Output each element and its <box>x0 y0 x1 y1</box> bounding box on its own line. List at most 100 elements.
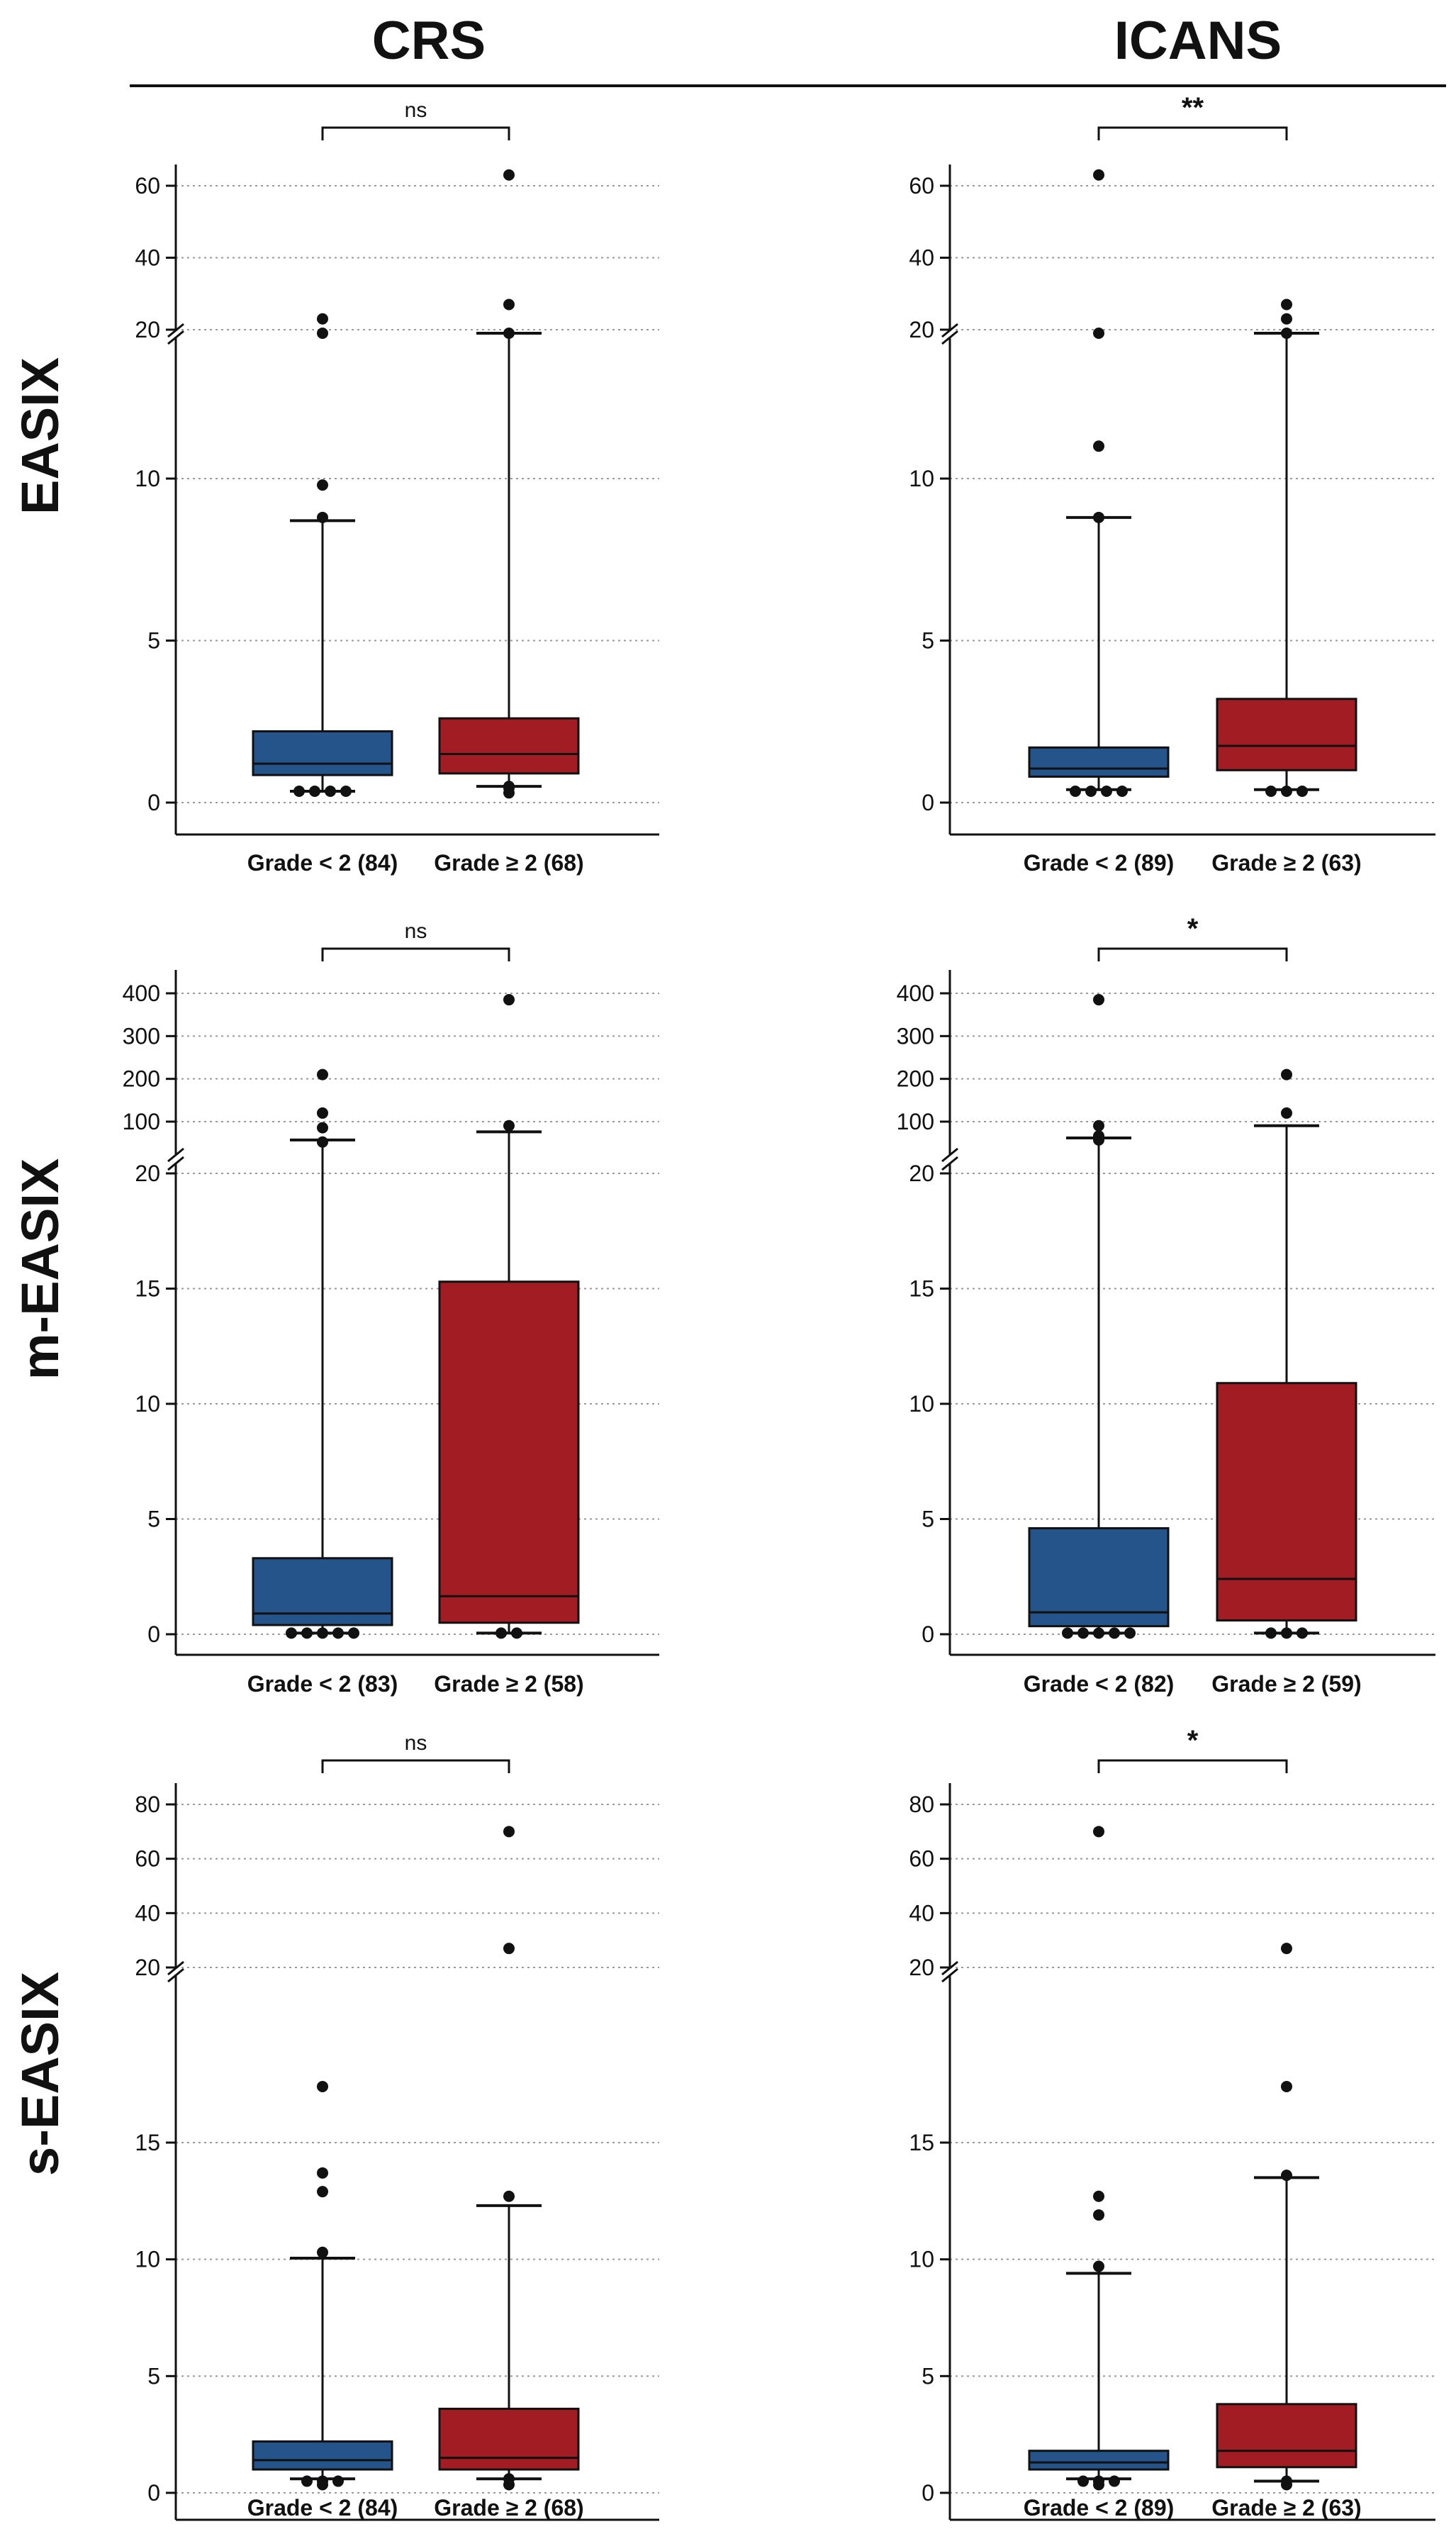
outlier-point <box>325 786 336 798</box>
outlier-point <box>309 786 320 798</box>
axis-break-mark <box>941 1156 958 1171</box>
axis-break-mark <box>167 1156 184 1171</box>
outlier-point <box>1281 328 1292 339</box>
box-iqr <box>1028 746 1170 778</box>
y-tick-label: 0 <box>922 790 934 815</box>
outlier-point <box>1093 1627 1104 1639</box>
box-series-grade-ge-2 <box>438 1826 580 2491</box>
box-series-grade-lt-2 <box>252 313 393 798</box>
y-tick-label: 60 <box>909 173 934 199</box>
chart-panel-s-easix-icans: 0 5 10 15 20 40 60 80 * Grade < 2 (89) Grade ≥ 2 (… <box>909 1725 1435 2521</box>
box-series-grade-lt-2 <box>252 1068 393 1639</box>
outlier-point <box>503 994 515 1006</box>
category-label: Grade < 2 (84) <box>247 2495 398 2520</box>
y-tick-label: 10 <box>909 466 934 491</box>
y-tick-label: 0 <box>922 1621 934 1647</box>
y-tick-label: 10 <box>909 1391 934 1417</box>
box-iqr <box>1216 2403 1357 2469</box>
box-series-grade-lt-2 <box>252 2080 393 2491</box>
y-tick-label: 100 <box>897 1109 934 1134</box>
box-iqr <box>438 717 580 775</box>
outlier-point <box>317 313 328 325</box>
y-tick-label: 10 <box>135 1391 160 1417</box>
outlier-point <box>503 1120 515 1132</box>
box-iqr <box>438 2407 580 2471</box>
outlier-point <box>301 2475 313 2487</box>
outlier-point <box>332 2475 344 2487</box>
axis-break-mark <box>941 1967 958 1983</box>
outlier-point <box>1116 786 1128 798</box>
outlier-point <box>317 328 328 339</box>
y-tick-label: 20 <box>909 317 934 342</box>
box-series-grade-ge-2 <box>1216 1068 1357 1639</box>
category-label: Grade < 2 (84) <box>247 850 398 876</box>
outlier-point <box>1093 1130 1104 1142</box>
y-tick-label: 100 <box>123 1109 160 1134</box>
chart-panel-s-easix-crs: 0 5 10 15 20 40 60 80 ns Grade < 2 (84) Grade ≥ 2 … <box>135 1731 659 2521</box>
y-tick-label: 5 <box>922 628 934 654</box>
y-tick-label: 40 <box>135 245 160 271</box>
axis-break-mark <box>167 1147 184 1163</box>
outlier-point <box>1281 786 1292 798</box>
y-tick-label: 20 <box>135 317 160 342</box>
y-tick-label: 60 <box>135 1846 160 1872</box>
outlier-point <box>1093 2209 1104 2221</box>
y-tick-label: 10 <box>909 2247 934 2272</box>
box-series-grade-lt-2 <box>1028 169 1170 798</box>
significance-bracket <box>1097 126 1288 140</box>
significance-label: ns <box>405 1731 427 1755</box>
outlier-point <box>1093 440 1104 452</box>
chart-panel-easix-icans: 0 5 10 20 40 60 ** Grade < 2 (89) Grade ≥ 2 (63) <box>909 92 1435 876</box>
box-iqr <box>1028 2450 1170 2471</box>
y-tick-label: 20 <box>909 1161 934 1186</box>
outlier-point <box>1093 2260 1104 2272</box>
outlier-point <box>1077 1627 1089 1639</box>
outlier-point <box>1093 1826 1104 1838</box>
outlier-point <box>1281 2170 1292 2182</box>
y-tick-label: 200 <box>897 1066 934 1092</box>
outlier-point <box>317 511 328 523</box>
axis-break-mark <box>167 330 184 345</box>
outlier-point <box>1265 1627 1277 1639</box>
outlier-point <box>1281 1627 1292 1639</box>
y-tick-label: 15 <box>909 2130 934 2155</box>
outlier-point <box>317 2475 328 2487</box>
row-title-m-easix: m-EASIX <box>11 1159 69 1380</box>
outlier-point <box>340 786 352 798</box>
y-tick-label: 400 <box>897 981 934 1006</box>
category-label: Grade < 2 (89) <box>1024 850 1175 876</box>
outlier-point <box>317 2080 328 2092</box>
outlier-point <box>317 1107 328 1119</box>
category-label: Grade ≥ 2 (68) <box>434 850 583 876</box>
outlier-point <box>317 1627 328 1639</box>
significance-label: ** <box>1182 92 1204 123</box>
y-tick-label: 0 <box>147 2480 160 2506</box>
y-tick-label: 60 <box>909 1846 934 1872</box>
category-label: Grade ≥ 2 (59) <box>1211 1671 1361 1697</box>
box-iqr <box>252 730 393 776</box>
row-title-s-easix: s-EASIX <box>11 1972 69 2176</box>
outlier-point <box>317 1136 328 1148</box>
significance-bracket <box>321 1759 510 1773</box>
outlier-point <box>1093 511 1104 523</box>
y-tick-label: 40 <box>909 1900 934 1926</box>
panels-group: 0 5 10 20 40 60 ns Grade < 2 (84) Grade ≥ 2 (68)… <box>123 92 1435 2521</box>
outlier-point <box>503 1943 515 1955</box>
outlier-point <box>503 781 515 793</box>
outlier-point <box>1085 786 1097 798</box>
outlier-point <box>1281 1943 1292 1955</box>
y-tick-label: 5 <box>922 1507 934 1532</box>
axis-break-mark <box>167 1960 184 1976</box>
y-tick-label: 20 <box>909 1955 934 1980</box>
significance-label: ns <box>405 99 427 122</box>
outlier-point <box>348 1627 359 1639</box>
box-iqr <box>1216 1382 1357 1621</box>
outlier-point <box>1093 1120 1104 1132</box>
outlier-point <box>1062 1627 1073 1639</box>
y-tick-label: 400 <box>123 981 160 1006</box>
outlier-point <box>1093 169 1104 181</box>
y-tick-label: 20 <box>135 1955 160 1980</box>
y-tick-label: 40 <box>909 245 934 271</box>
outlier-point <box>1281 1068 1292 1081</box>
significance-label: ns <box>405 920 427 943</box>
